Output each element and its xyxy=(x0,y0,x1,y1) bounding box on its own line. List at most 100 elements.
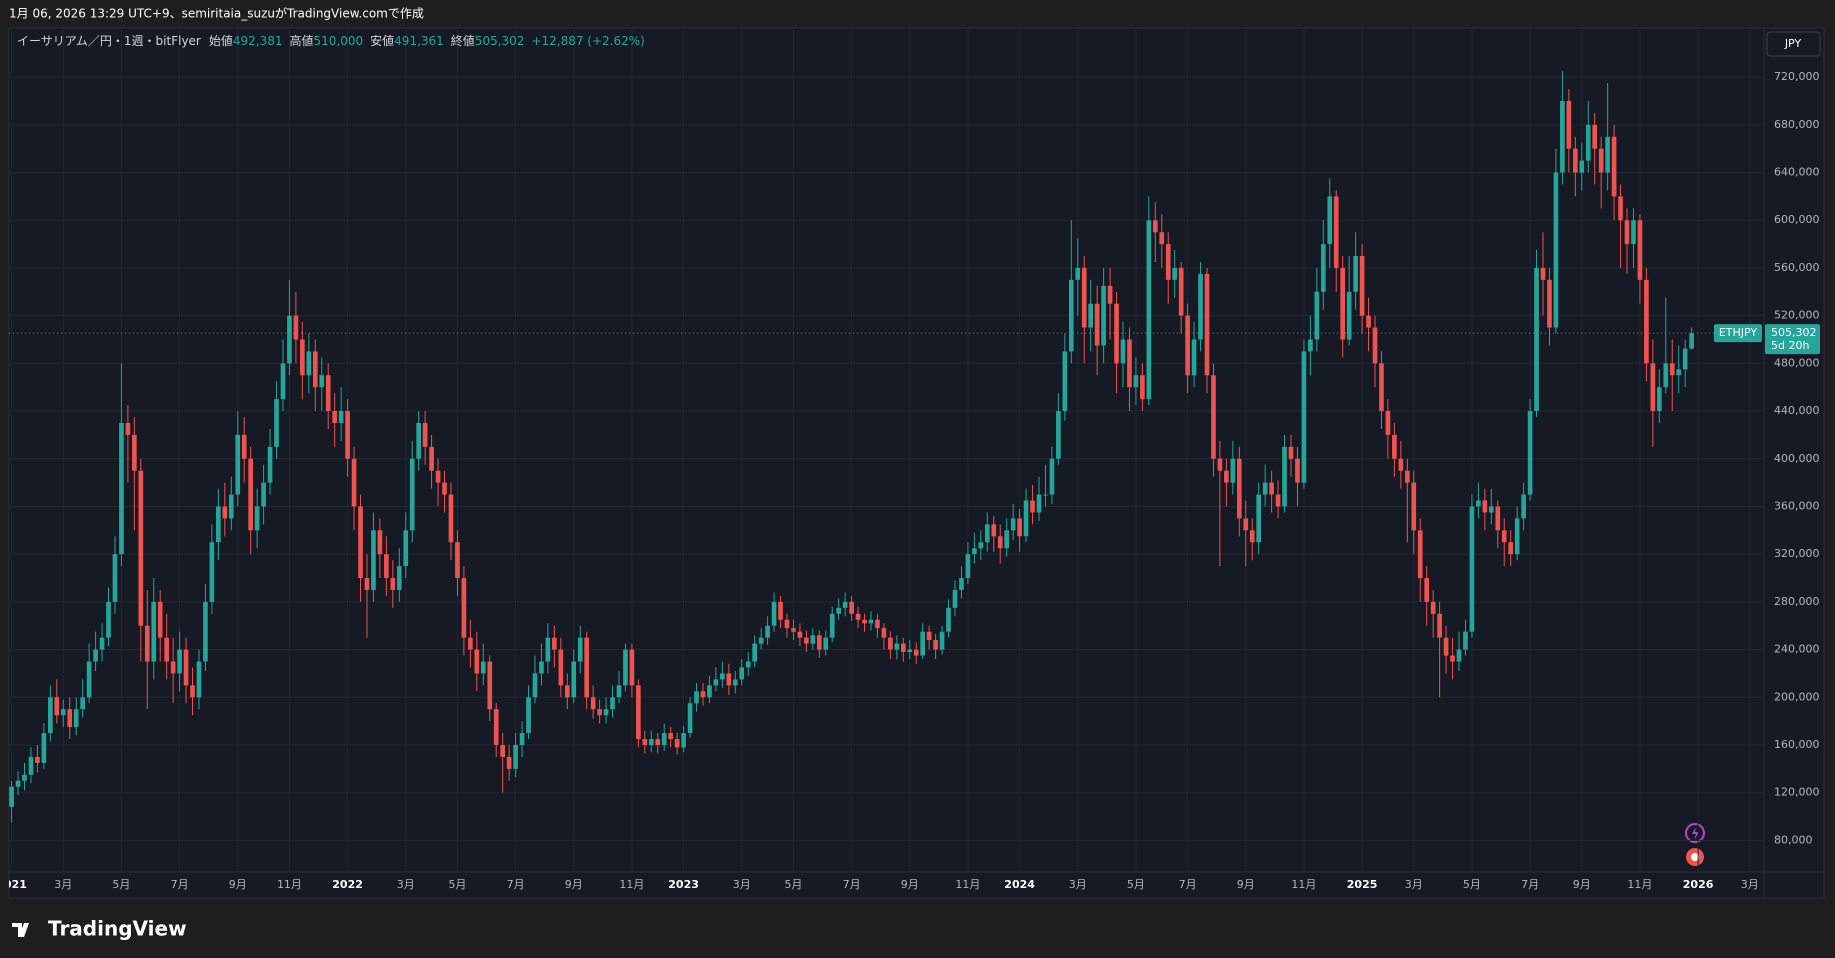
y-tick-label: 440,000 xyxy=(1774,404,1820,417)
candle-body xyxy=(487,661,493,710)
x-tick-label: 3月 xyxy=(1741,878,1759,891)
candle-body xyxy=(1560,100,1565,173)
candle-body xyxy=(351,458,357,507)
candle-body xyxy=(338,411,344,423)
candle-body xyxy=(377,530,383,555)
candle-body xyxy=(1230,458,1236,483)
candle-body xyxy=(1566,100,1572,149)
candle-body xyxy=(1482,500,1488,513)
candle-body xyxy=(287,315,292,364)
candle-body xyxy=(720,673,725,680)
candle-body xyxy=(1553,172,1559,328)
candle-body xyxy=(623,649,628,686)
y-tick-label: 720,000 xyxy=(1774,70,1820,83)
candle-body xyxy=(842,601,848,608)
candle-body xyxy=(300,339,305,376)
candle-body xyxy=(545,637,551,662)
candle-body xyxy=(804,637,809,644)
candle-body xyxy=(500,744,506,757)
candle-body xyxy=(687,703,693,734)
candle-body xyxy=(952,589,958,608)
candle-body xyxy=(1036,494,1042,513)
candle-body xyxy=(1424,578,1430,602)
candle-body xyxy=(1249,530,1255,543)
x-tick-label: 7月 xyxy=(1521,878,1539,891)
candle-body xyxy=(22,774,27,781)
candle-body xyxy=(1534,267,1539,412)
y-tick-label: 280,000 xyxy=(1774,595,1820,608)
candle-body xyxy=(1056,411,1061,459)
y-tick-label: 480,000 xyxy=(1774,356,1820,369)
candle-body xyxy=(1579,160,1585,173)
candle-body xyxy=(455,542,460,579)
y-tick-label: 160,000 xyxy=(1774,738,1820,751)
candle-body xyxy=(358,506,363,579)
x-tick-label: 7月 xyxy=(171,878,189,891)
candle-body xyxy=(707,685,712,698)
candle-body xyxy=(1592,124,1598,149)
candle-body xyxy=(1353,256,1358,292)
candle-body xyxy=(1417,530,1423,579)
candle-body xyxy=(1411,482,1417,531)
candle-body xyxy=(752,643,758,662)
header-title: 1月 06, 2026 13:29 UTC+9、semiritaia_suzuが… xyxy=(9,6,424,21)
candle-body xyxy=(539,661,544,674)
candle-body xyxy=(1010,518,1016,531)
candle-body xyxy=(933,640,938,650)
candle-body xyxy=(1049,458,1055,495)
record-dot xyxy=(1691,853,1699,861)
currency-button[interactable] xyxy=(1766,31,1821,57)
x-tick-label: 5月 xyxy=(448,878,466,891)
candle-body xyxy=(493,709,499,745)
footer-logo[interactable] xyxy=(12,923,29,937)
candle-body xyxy=(1379,363,1384,412)
candle-body xyxy=(1185,315,1190,376)
y-tick-label: 200,000 xyxy=(1774,690,1820,703)
candle-body xyxy=(584,637,590,698)
candle-body xyxy=(384,554,389,579)
candle-body xyxy=(745,661,751,668)
legend-value: 491,361 xyxy=(394,34,444,48)
candle-body xyxy=(190,685,195,698)
x-tick-label: 9月 xyxy=(1237,878,1255,891)
x-tick-label: 2024 xyxy=(1004,878,1035,891)
brand[interactable]: TradingView xyxy=(48,917,187,941)
x-tick-label: 3月 xyxy=(733,878,751,891)
candle-body xyxy=(836,607,842,614)
alert-icon[interactable] xyxy=(1685,823,1705,843)
legend-change: +12,887 (+2.62%) xyxy=(531,34,644,48)
x-tick-label: 3月 xyxy=(397,878,415,891)
candle-body xyxy=(1101,285,1106,346)
candle-body xyxy=(293,315,299,340)
candle-body xyxy=(1075,267,1081,280)
candle-body xyxy=(1262,482,1268,495)
candle-body xyxy=(1450,655,1455,662)
candle-body xyxy=(1133,375,1139,388)
candle-body xyxy=(254,506,260,531)
candle-body xyxy=(48,697,53,734)
candle-body xyxy=(1224,470,1229,483)
candle-body xyxy=(1476,500,1481,507)
candle-body xyxy=(920,631,926,656)
candle-body xyxy=(390,578,396,590)
x-tick-label: 7月 xyxy=(1179,878,1197,891)
candle-body xyxy=(700,691,706,698)
candle-body xyxy=(1191,339,1197,376)
x-tick-label: 5月 xyxy=(112,878,130,891)
legend-value: 510,000 xyxy=(314,34,364,48)
candle-body xyxy=(1404,470,1410,483)
candle-body xyxy=(829,613,835,638)
candle-body xyxy=(965,554,971,579)
candle-body xyxy=(1327,196,1333,245)
candle-body xyxy=(1605,136,1610,173)
candle-body xyxy=(1068,279,1074,352)
candle-body xyxy=(616,685,622,698)
candle-body xyxy=(1631,220,1636,245)
candle-body xyxy=(267,446,273,483)
candle-body xyxy=(946,607,951,632)
candle-body xyxy=(855,613,861,620)
candle-body xyxy=(610,697,615,710)
x-tick-label: 2022 xyxy=(332,878,363,891)
candle-body xyxy=(1088,303,1094,328)
currency-label[interactable]: JPY xyxy=(1784,37,1802,50)
